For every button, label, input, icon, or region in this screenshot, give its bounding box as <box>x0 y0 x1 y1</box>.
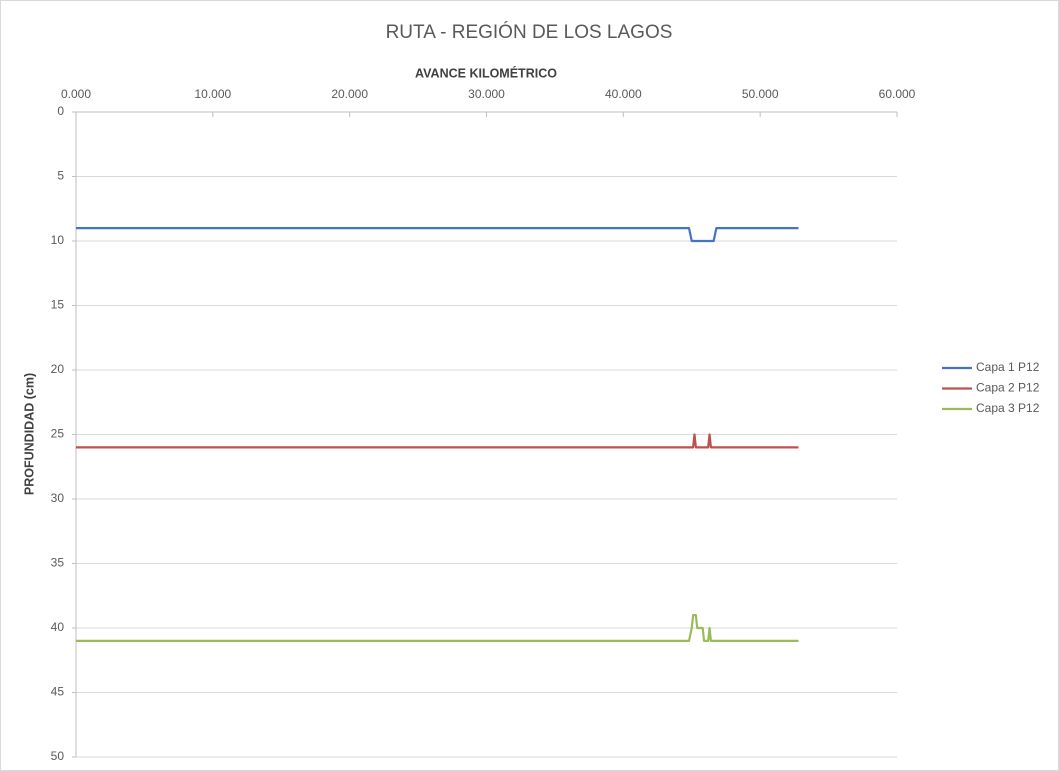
y-tick-label: 30 <box>51 491 65 505</box>
x-axis-title: AVANCE KILOMÉTRICO <box>415 65 557 80</box>
series-line <box>76 433 799 449</box>
x-tick-label: 30.000 <box>468 87 505 101</box>
y-axis-title: PROFUNDIDAD (cm) <box>22 373 36 495</box>
series-line <box>76 227 799 243</box>
y-tick-label: 5 <box>57 169 64 183</box>
y-tick-label: 40 <box>51 620 65 634</box>
x-tick-label: 60.000 <box>879 87 916 101</box>
y-tick-label: 25 <box>51 427 65 441</box>
x-tick-label: 0.000 <box>61 87 91 101</box>
y-tick-label: 0 <box>57 104 64 118</box>
chart-title: RUTA - REGIÓN DE LOS LAGOS <box>386 21 673 43</box>
x-tick-label: 10.000 <box>194 87 231 101</box>
legend-label: Capa 2 P12 <box>976 381 1040 395</box>
x-tick-label: 50.000 <box>742 87 779 101</box>
y-tick-label: 50 <box>51 749 65 763</box>
y-tick-label: 20 <box>51 362 65 376</box>
y-tick-label: 15 <box>51 298 65 312</box>
y-tick-label: 45 <box>51 685 65 699</box>
y-tick-label: 10 <box>51 233 65 247</box>
legend-label: Capa 1 P12 <box>976 360 1040 374</box>
series-line <box>76 614 799 642</box>
x-tick-label: 20.000 <box>331 87 368 101</box>
x-tick-label: 40.000 <box>605 87 642 101</box>
y-tick-label: 35 <box>51 556 65 570</box>
legend-label: Capa 3 P12 <box>976 401 1040 415</box>
